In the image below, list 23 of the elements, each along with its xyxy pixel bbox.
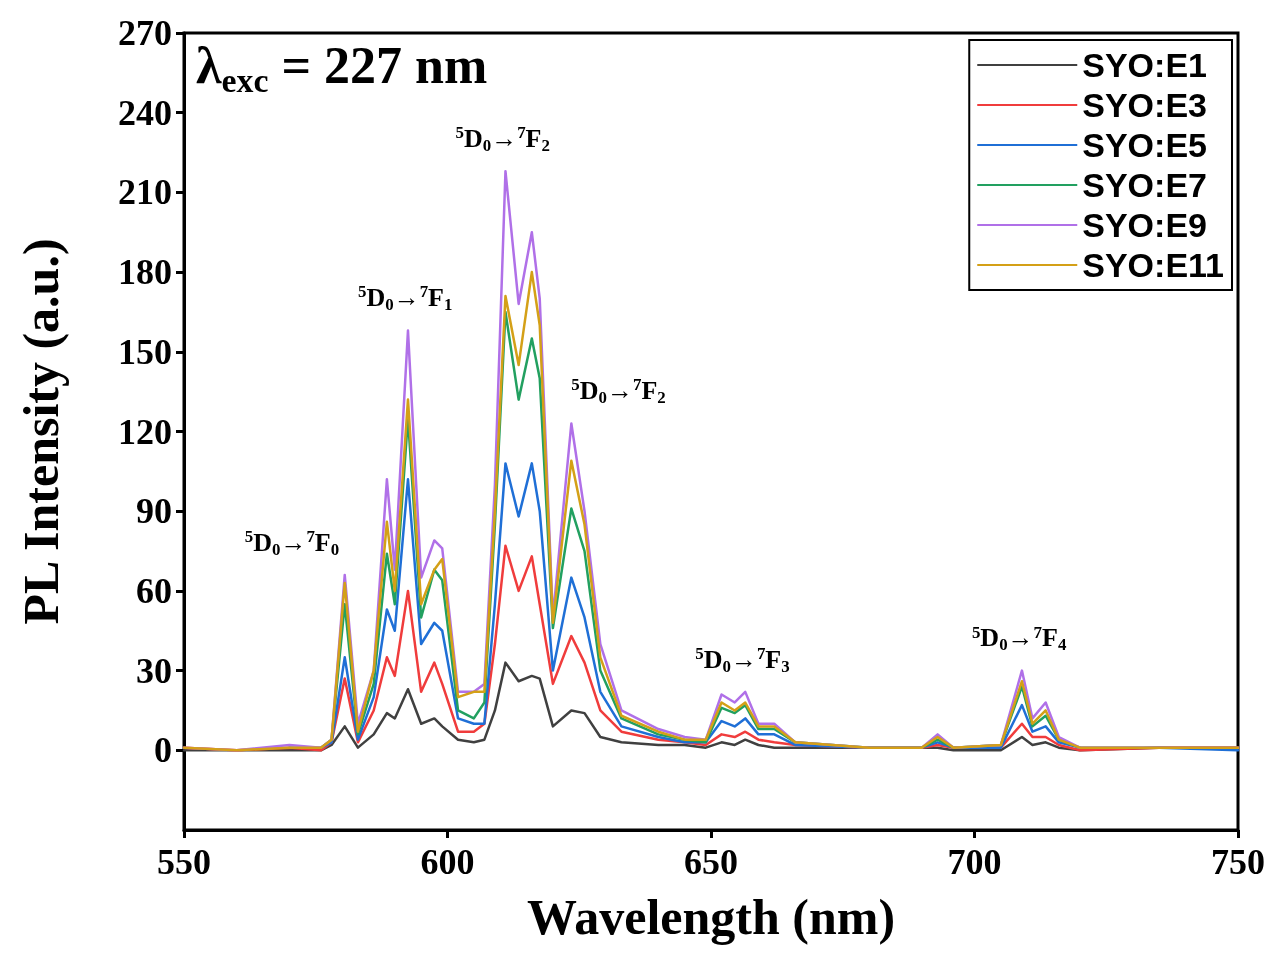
legend-label: SYO:E11 (1082, 246, 1225, 284)
legend-label: SYO:E3 (1082, 86, 1207, 124)
x-tick-label: 750 (1211, 842, 1265, 882)
legend-label: SYO:E1 (1082, 46, 1207, 84)
y-tick-label: 240 (118, 92, 172, 133)
y-tick-label: 30 (136, 650, 172, 691)
x-axis-title: Wavelength (nm) (526, 889, 896, 945)
y-tick-label: 270 (118, 13, 172, 53)
y-tick-label: 60 (136, 570, 172, 611)
x-tick-label: 600 (420, 842, 475, 882)
y-axis-title: PL Intensity (a.u.) (13, 238, 69, 625)
y-tick-label: 210 (118, 172, 172, 213)
x-tick-label: 650 (684, 842, 738, 882)
y-tick-label: 0 (154, 730, 172, 771)
legend-label: SYO:E5 (1082, 126, 1207, 164)
y-tick-label: 90 (136, 491, 172, 532)
y-tick-label: 180 (118, 252, 172, 293)
y-tick-label: 150 (118, 331, 172, 372)
legend-label: SYO:E9 (1082, 206, 1207, 244)
y-tick-label: 120 (118, 411, 172, 452)
legend-label: SYO:E7 (1082, 166, 1207, 204)
x-tick-label: 550 (157, 842, 211, 882)
x-tick-label: 700 (947, 842, 1002, 882)
